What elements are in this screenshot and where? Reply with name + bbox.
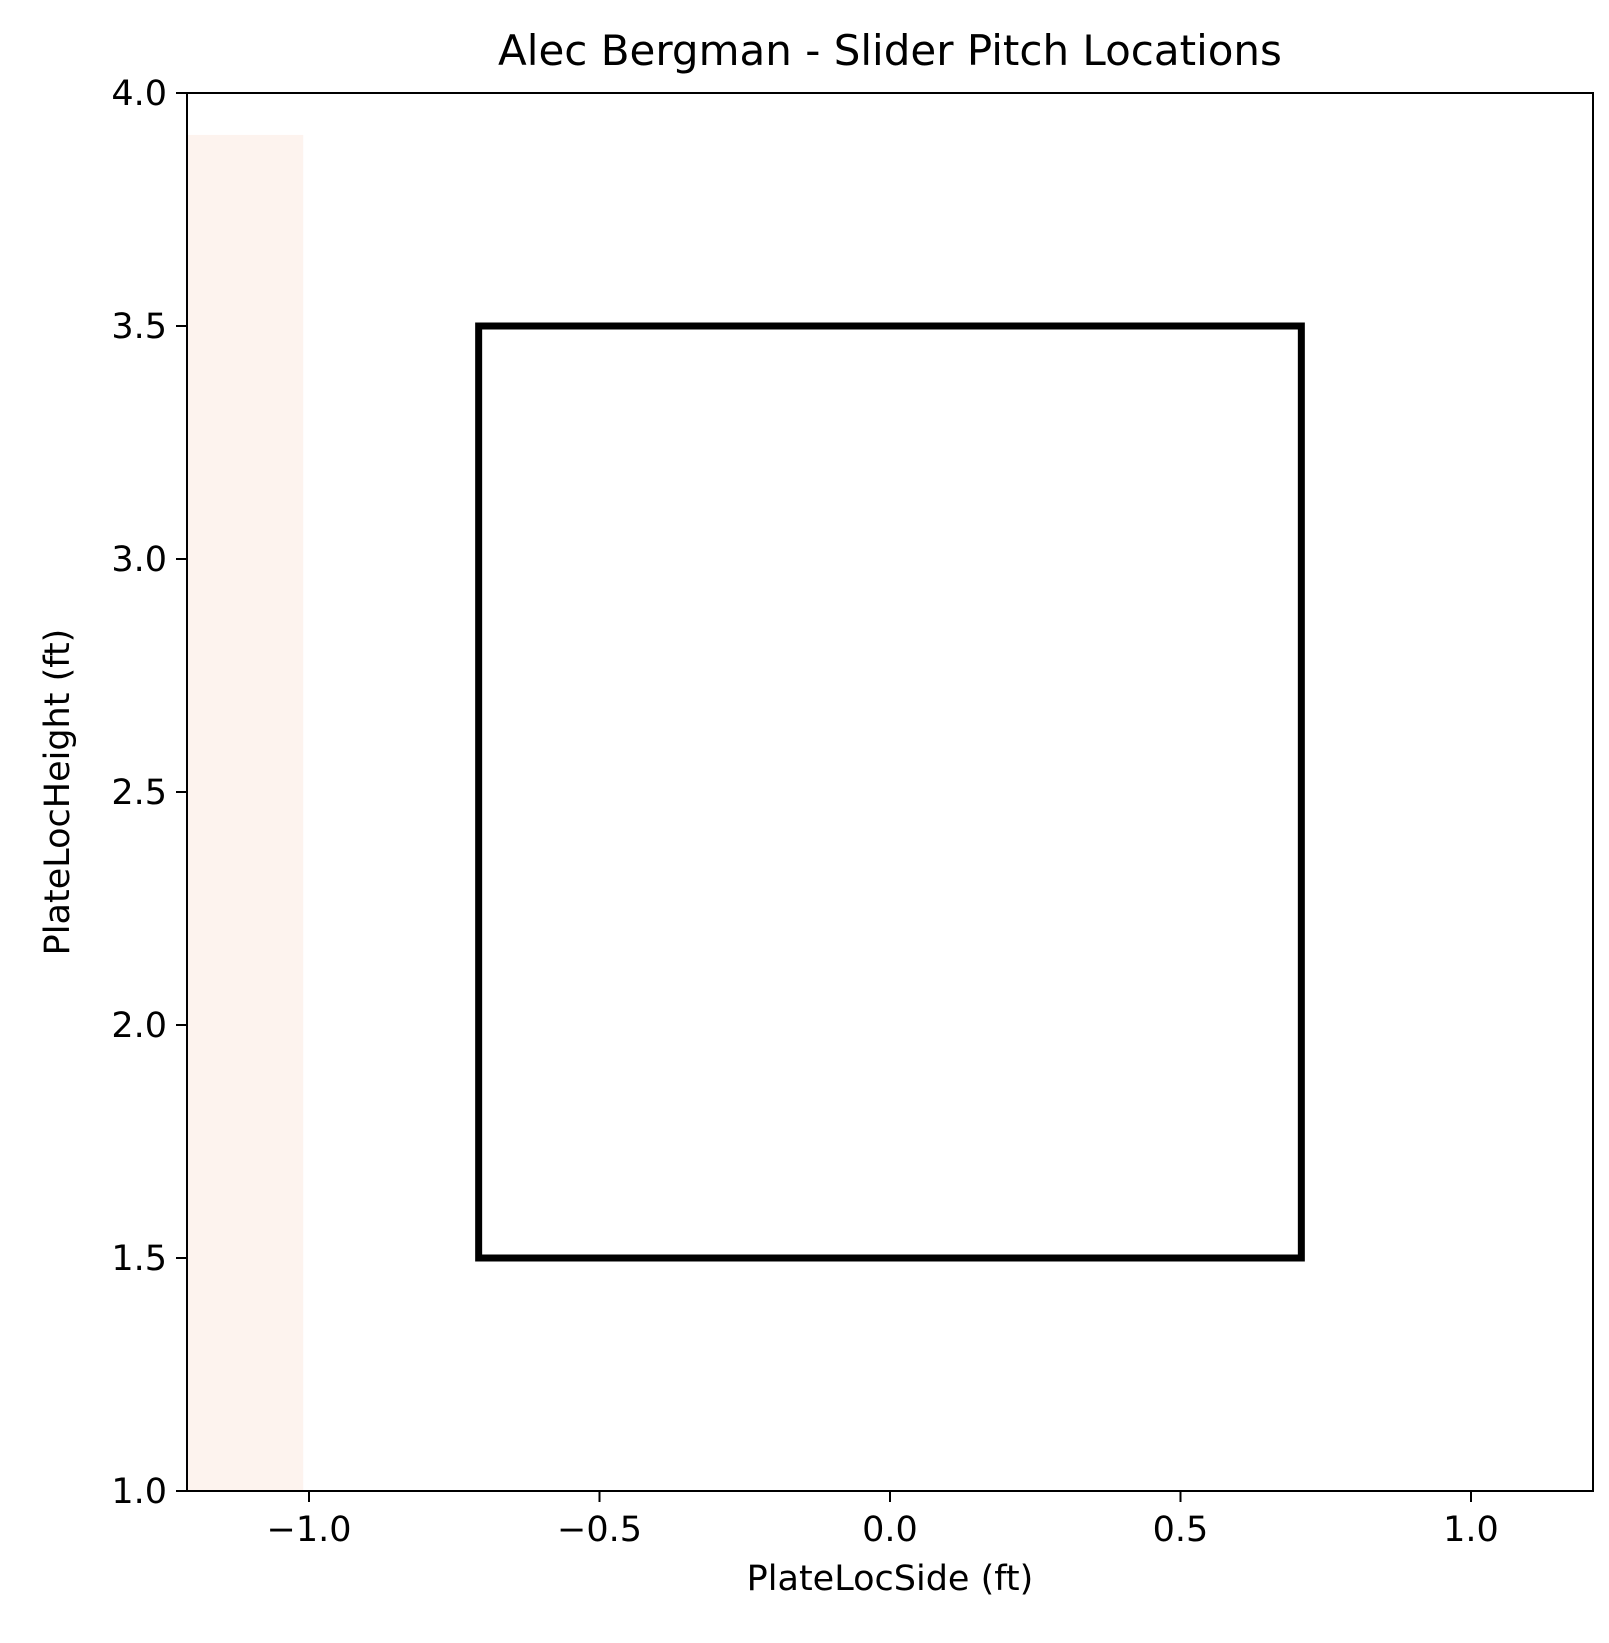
x-axis-label: PlateLocSide (ft) [747,1559,1034,1599]
density-cell [187,134,304,1492]
y-tick-label: 2.5 [111,773,167,813]
y-axis-ticks: 1.0 1.5 2.0 2.5 3.0 3.5 4.0 [111,74,187,1512]
y-tick-label: 3.5 [111,307,167,347]
x-tick-label: −0.5 [557,1510,642,1550]
y-tick-label: 1.5 [111,1239,167,1279]
plot-area [186,92,1594,1492]
y-tick-label: 2.0 [111,1006,167,1046]
x-tick-label: 0.0 [862,1510,918,1550]
x-axis-ticks: −1.0 −0.5 0.0 0.5 1.0 [267,1491,1499,1550]
y-tick-label: 3.0 [111,540,167,580]
y-axis-label: PlateLocHeight (ft) [38,629,78,956]
strike-zone [475,322,1305,1262]
chart-title: Alec Bergman - Slider Pitch Locations [498,26,1282,75]
density-layer [187,134,304,1492]
x-tick-label: −1.0 [267,1510,352,1550]
x-tick-label: 1.0 [1443,1510,1499,1550]
y-tick-label: 1.0 [111,1472,167,1512]
x-tick-label: 0.5 [1153,1510,1209,1550]
y-tick-label: 4.0 [111,74,167,114]
